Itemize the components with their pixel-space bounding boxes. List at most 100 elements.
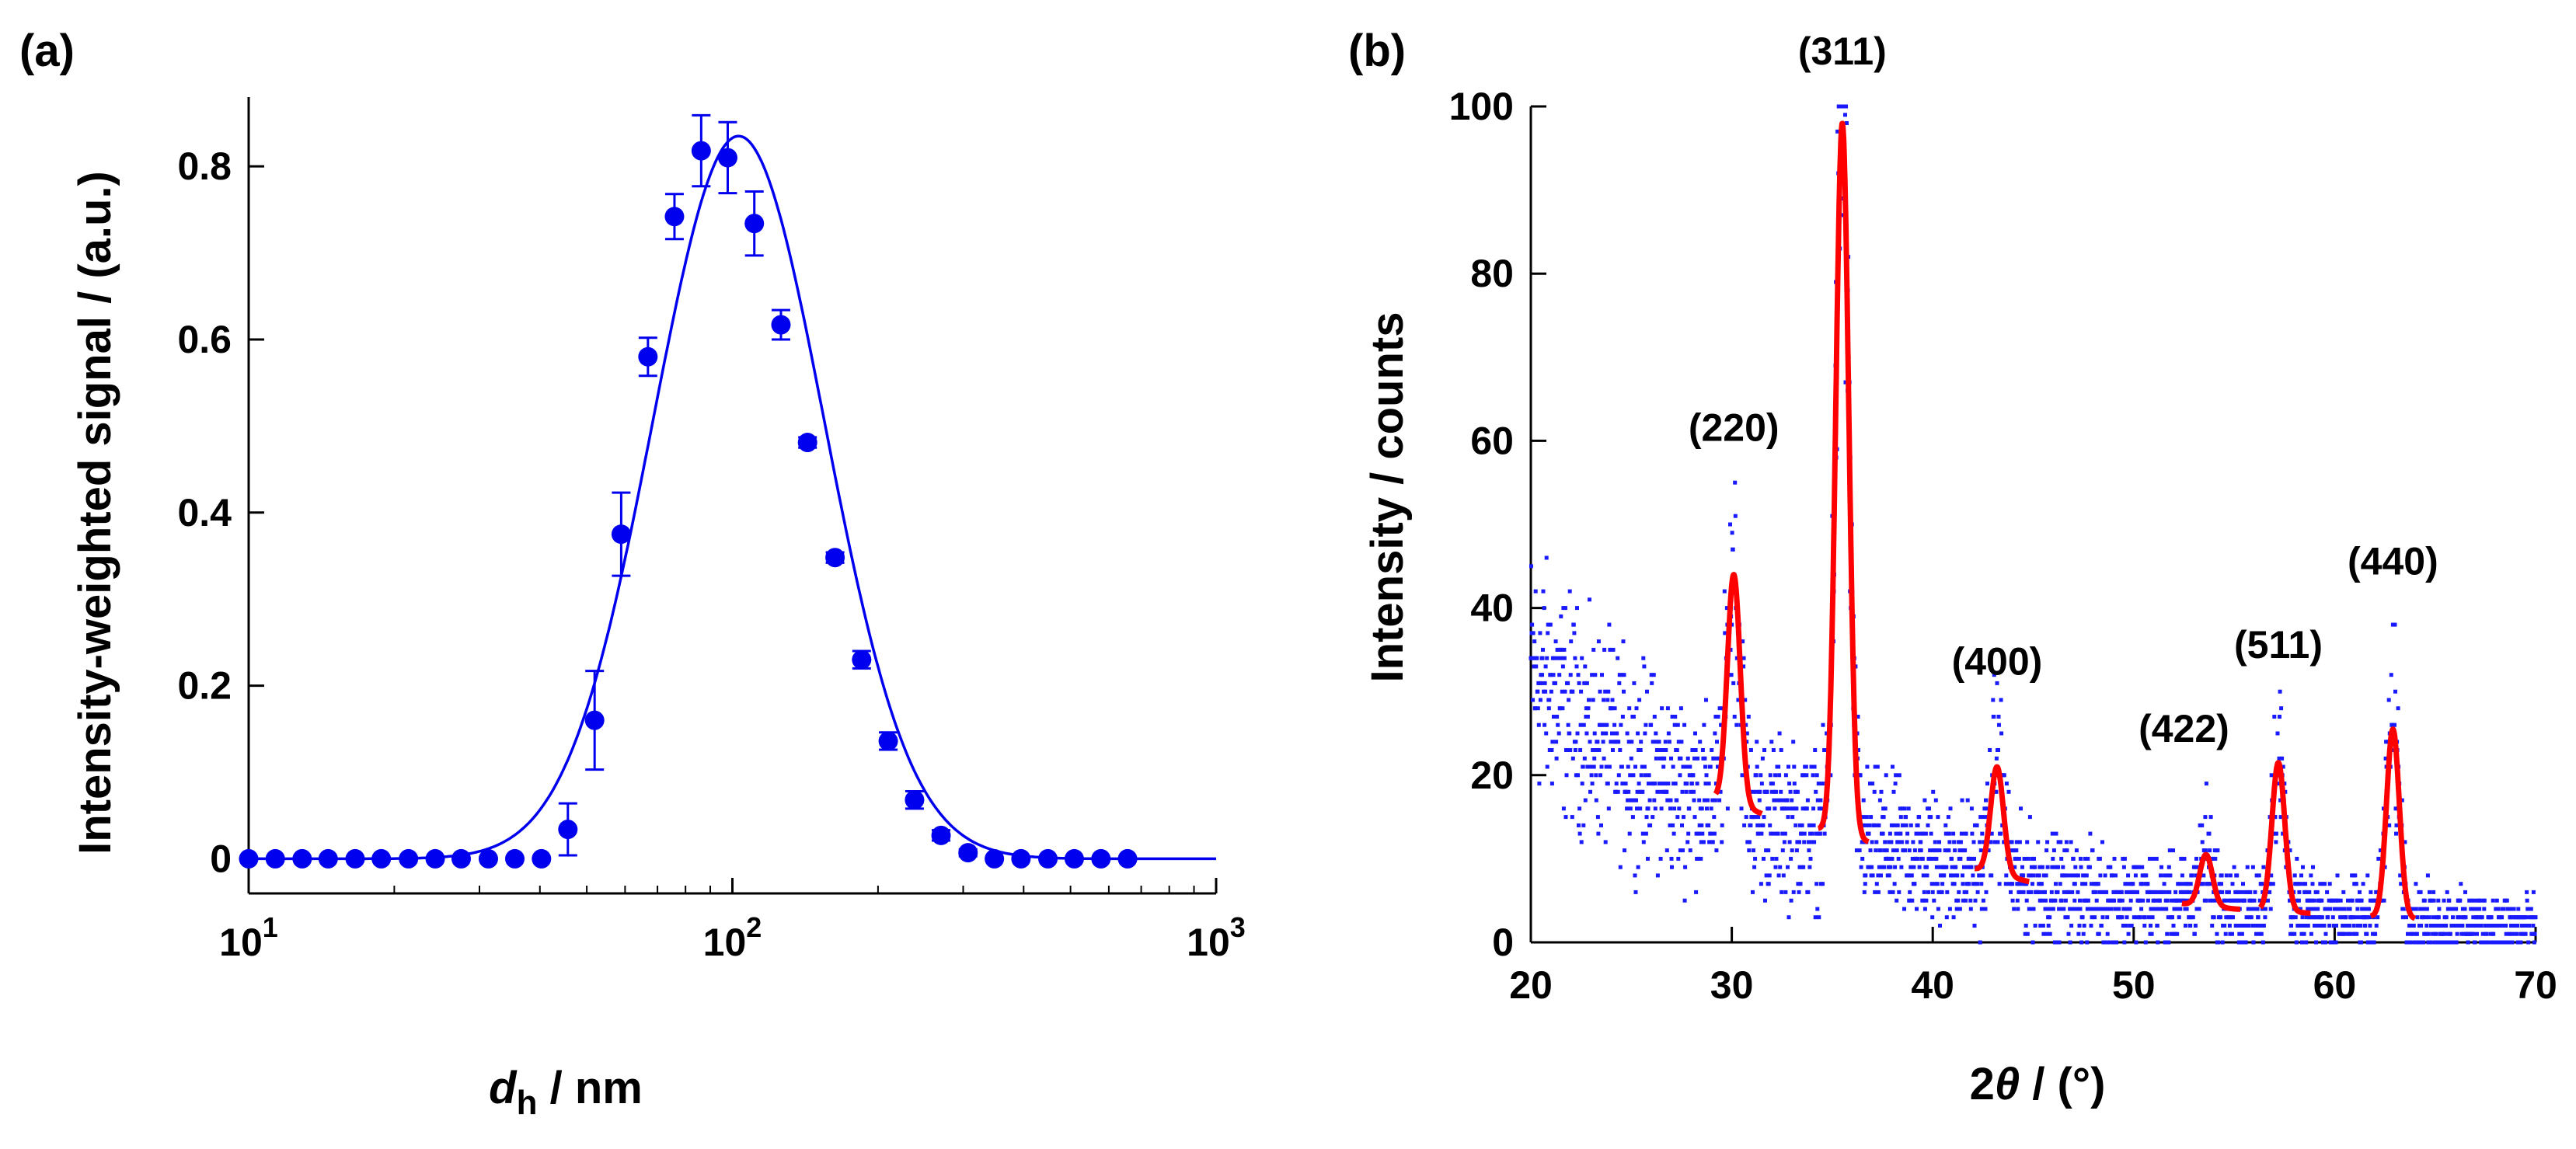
b-data-point	[2394, 823, 2399, 827]
b-data-point	[1602, 647, 1607, 652]
b-data-point	[2444, 915, 2449, 920]
b-data-point	[2237, 931, 2242, 936]
b-data-point	[2166, 865, 2171, 869]
b-data-point	[2396, 706, 2400, 711]
b-data-point	[2090, 915, 2094, 920]
b-data-point	[1616, 656, 1620, 660]
b-data-point	[1591, 764, 1596, 769]
b-data-point	[1814, 789, 1818, 794]
b-data-point	[2309, 915, 2314, 920]
b-data-point	[2142, 924, 2147, 928]
b-data-point	[1620, 782, 1625, 786]
b-data-point	[2207, 831, 2212, 836]
b-data-point	[2318, 882, 2323, 886]
b-data-point	[1598, 689, 1602, 694]
b-data-point	[1802, 831, 1807, 836]
b-data-point	[2501, 940, 2506, 945]
b-data-point	[2178, 907, 2183, 911]
b-data-point	[2356, 898, 2361, 903]
b-data-point	[1956, 898, 1961, 903]
b-data-point	[1662, 756, 1667, 761]
b-peak-label: (400)	[1952, 640, 2043, 684]
a-data-point	[345, 848, 365, 869]
b-data-point	[1798, 823, 1802, 827]
b-data-point	[1883, 806, 1888, 811]
b-data-point	[1614, 789, 1619, 794]
b-data-point	[1930, 890, 1935, 894]
b-data-point	[2222, 924, 2227, 928]
b-data-point	[1919, 840, 1923, 844]
b-data-point	[2426, 940, 2431, 945]
b-data-point	[1860, 856, 1865, 861]
b-data-point	[1708, 764, 1713, 769]
b-data-point	[2091, 907, 2096, 911]
b-data-point	[1691, 773, 1696, 778]
b-data-point	[1673, 715, 1678, 719]
b-data-point	[1818, 831, 1822, 836]
b-data-point	[1950, 856, 1954, 861]
b-data-point	[1903, 848, 1907, 853]
b-data-point	[2440, 940, 2444, 945]
b-data-point	[1630, 815, 1635, 820]
b-data-point	[2244, 915, 2249, 920]
b-data-point	[2106, 865, 2111, 869]
b-data-point	[1978, 940, 1982, 945]
b-data-point	[2149, 924, 2152, 928]
b-data-point	[2208, 848, 2212, 853]
b-data-point	[1811, 823, 1816, 827]
b-peak-fit-curve	[1972, 764, 2032, 885]
b-data-point	[1683, 865, 1688, 869]
b-data-point	[2166, 873, 2170, 878]
b-data-point	[1947, 831, 1951, 836]
b-data-point	[1887, 840, 1891, 844]
b-data-point	[1891, 848, 1895, 853]
b-data-point	[1798, 882, 1803, 886]
b-data-point	[1894, 773, 1898, 778]
b-data-point	[2452, 924, 2456, 928]
b-data-point	[2507, 907, 2512, 911]
x-label-theta: θ	[1995, 1059, 2020, 1109]
b-data-point	[1617, 681, 1622, 685]
b-data-point	[2500, 915, 2505, 920]
b-data-point	[1685, 782, 1689, 786]
b-data-point	[2078, 898, 2082, 903]
b-data-point	[2292, 873, 2297, 878]
b-data-point	[2180, 873, 2184, 878]
b-data-point	[2436, 915, 2441, 920]
b-data-point	[2463, 915, 2468, 920]
b-data-point	[2472, 898, 2477, 903]
b-x-tick-label: 40	[1911, 963, 1954, 1007]
b-data-point	[1632, 681, 1637, 685]
b-data-point	[1944, 915, 1949, 920]
b-data-point	[1623, 782, 1628, 786]
b-data-point	[2401, 907, 2406, 911]
b-data-point	[2229, 898, 2234, 903]
b-data-point	[1779, 789, 1783, 794]
b-data-point	[1873, 890, 1877, 894]
a-x-tick-label: 103	[1187, 911, 1246, 964]
b-data-point	[1751, 789, 1755, 794]
b-data-point	[1626, 798, 1630, 803]
b-data-point	[1870, 782, 1875, 786]
b-data-point	[2367, 915, 2372, 920]
b-data-point	[1654, 756, 1658, 761]
b-data-point	[1565, 748, 1570, 752]
b-data-point	[1999, 698, 2003, 702]
b-data-point	[1661, 748, 1665, 752]
b-data-point	[2025, 840, 2030, 844]
b-data-point	[2288, 931, 2292, 936]
b-data-point	[1563, 815, 1568, 820]
b-data-point	[1715, 740, 1719, 744]
b-data-point	[2437, 924, 2442, 928]
b-data-point	[2257, 931, 2262, 936]
b-data-point	[1954, 865, 1958, 869]
b-data-point	[2361, 882, 2365, 886]
b-data-point	[1817, 806, 1821, 811]
b-data-point	[1957, 890, 1961, 894]
b-data-point	[1925, 873, 1929, 878]
b-data-point	[2188, 924, 2193, 928]
b-data-point	[1665, 706, 1670, 711]
b-data-point	[1566, 681, 1570, 685]
b-data-point	[2250, 865, 2255, 869]
